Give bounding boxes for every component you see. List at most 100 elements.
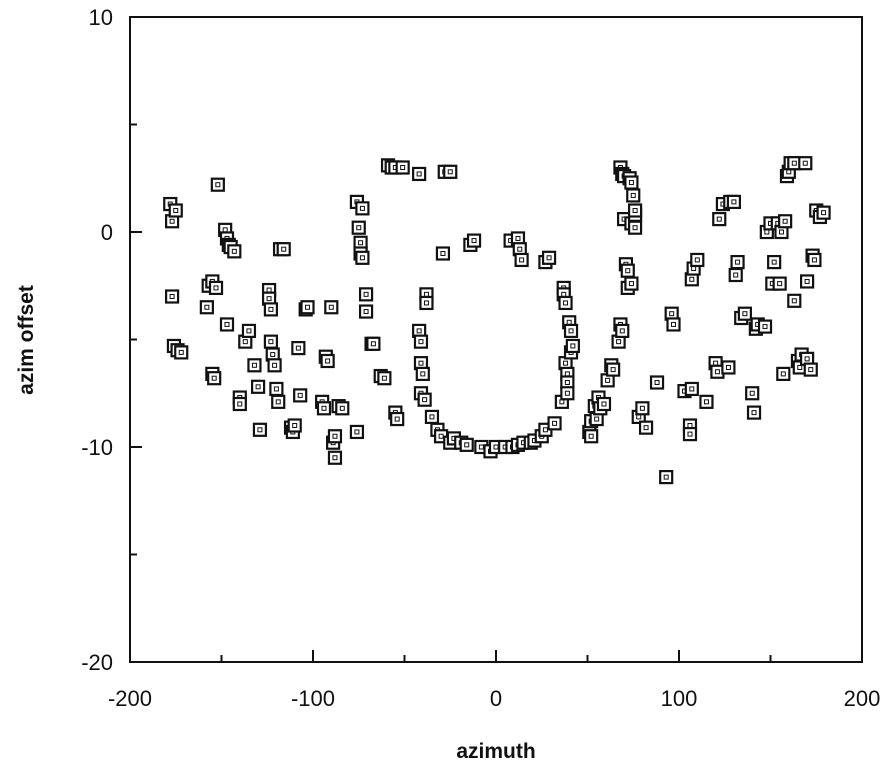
data-point xyxy=(627,220,643,235)
data-point xyxy=(624,175,639,190)
data-point xyxy=(395,160,410,175)
data-point xyxy=(584,429,599,444)
x-tick-label: -200 xyxy=(108,686,152,711)
data-point xyxy=(726,194,742,209)
data-point xyxy=(293,388,308,403)
data-point xyxy=(271,394,286,409)
data-point xyxy=(335,401,350,416)
data-point xyxy=(767,255,782,270)
data-point xyxy=(219,317,235,332)
data-point xyxy=(778,214,793,229)
data-point xyxy=(267,358,282,373)
data-point xyxy=(635,401,650,416)
data-point xyxy=(358,287,374,302)
data-point xyxy=(263,334,279,349)
data-point xyxy=(565,338,580,354)
data-point xyxy=(241,323,257,338)
data-point xyxy=(563,323,579,338)
data-point xyxy=(649,375,665,390)
data-point xyxy=(510,231,526,246)
data-point xyxy=(666,317,681,332)
data-point xyxy=(803,362,818,377)
x-axis-tick-labels: -200 -100 0 100 200 xyxy=(108,686,880,711)
data-point xyxy=(366,336,381,351)
data-point xyxy=(415,366,430,381)
data-point xyxy=(316,401,332,416)
data-point xyxy=(424,409,440,424)
data-point xyxy=(466,233,482,248)
data-point xyxy=(682,427,698,442)
data-point xyxy=(413,334,429,349)
x-tick-label: -100 xyxy=(291,686,335,711)
y-tick-label: 10 xyxy=(89,5,113,30)
data-point xyxy=(798,156,813,171)
data-point xyxy=(291,341,306,356)
data-point xyxy=(799,351,815,366)
data-point xyxy=(816,205,831,220)
y-axis-ticks xyxy=(130,16,142,663)
data-point xyxy=(746,405,762,420)
y-axis-title: azim offset xyxy=(15,285,38,395)
x-tick-label: 200 xyxy=(844,686,881,711)
data-point xyxy=(807,252,822,268)
data-point xyxy=(261,291,277,306)
data-point xyxy=(263,302,279,317)
data-point xyxy=(757,319,773,334)
data-point xyxy=(541,250,557,265)
data-point xyxy=(712,212,727,227)
data-point xyxy=(355,201,370,216)
data-point xyxy=(327,450,343,465)
data-point xyxy=(443,164,458,179)
data-point xyxy=(638,420,654,435)
data-point xyxy=(737,306,752,321)
data-point xyxy=(721,360,736,375)
data-point xyxy=(320,353,335,369)
data-point xyxy=(412,166,427,182)
y-tick-label: -10 xyxy=(81,435,113,460)
data-point xyxy=(247,358,262,373)
data-point xyxy=(772,276,787,291)
data-point xyxy=(276,242,291,257)
data-point xyxy=(699,394,714,409)
data-point xyxy=(514,252,529,268)
data-points xyxy=(163,156,831,485)
data-point xyxy=(626,188,641,203)
data-point xyxy=(390,411,405,427)
x-axis-title: azimuth xyxy=(456,740,535,763)
data-point xyxy=(560,386,575,401)
data-point xyxy=(776,366,791,381)
data-point xyxy=(287,418,302,433)
data-point xyxy=(730,255,745,270)
data-point xyxy=(615,323,630,338)
data-point xyxy=(324,300,339,315)
data-point xyxy=(168,203,183,218)
data-point xyxy=(606,362,621,377)
data-point xyxy=(624,276,639,291)
data-point xyxy=(799,274,815,289)
data-point xyxy=(459,437,474,452)
data-point xyxy=(199,300,214,315)
x-axis-ticks xyxy=(129,650,863,662)
data-point xyxy=(269,381,284,397)
y-tick-label: 0 xyxy=(101,220,113,245)
data-point xyxy=(349,424,365,440)
data-point xyxy=(227,244,242,259)
data-point xyxy=(174,345,189,360)
x-tick-label: 100 xyxy=(661,686,698,711)
data-point xyxy=(327,429,343,444)
data-point xyxy=(207,371,222,386)
data-point xyxy=(252,422,268,437)
data-point xyxy=(627,203,643,218)
data-point xyxy=(596,396,612,412)
data-point xyxy=(787,293,802,308)
data-point xyxy=(419,295,434,311)
data-point xyxy=(417,392,432,407)
data-point xyxy=(358,304,374,319)
data-point xyxy=(547,416,562,431)
data-point xyxy=(210,177,225,192)
y-axis-tick-labels: -20 -10 0 10 xyxy=(81,5,113,675)
data-point xyxy=(659,470,674,485)
data-point xyxy=(208,280,224,295)
data-point xyxy=(164,289,180,304)
